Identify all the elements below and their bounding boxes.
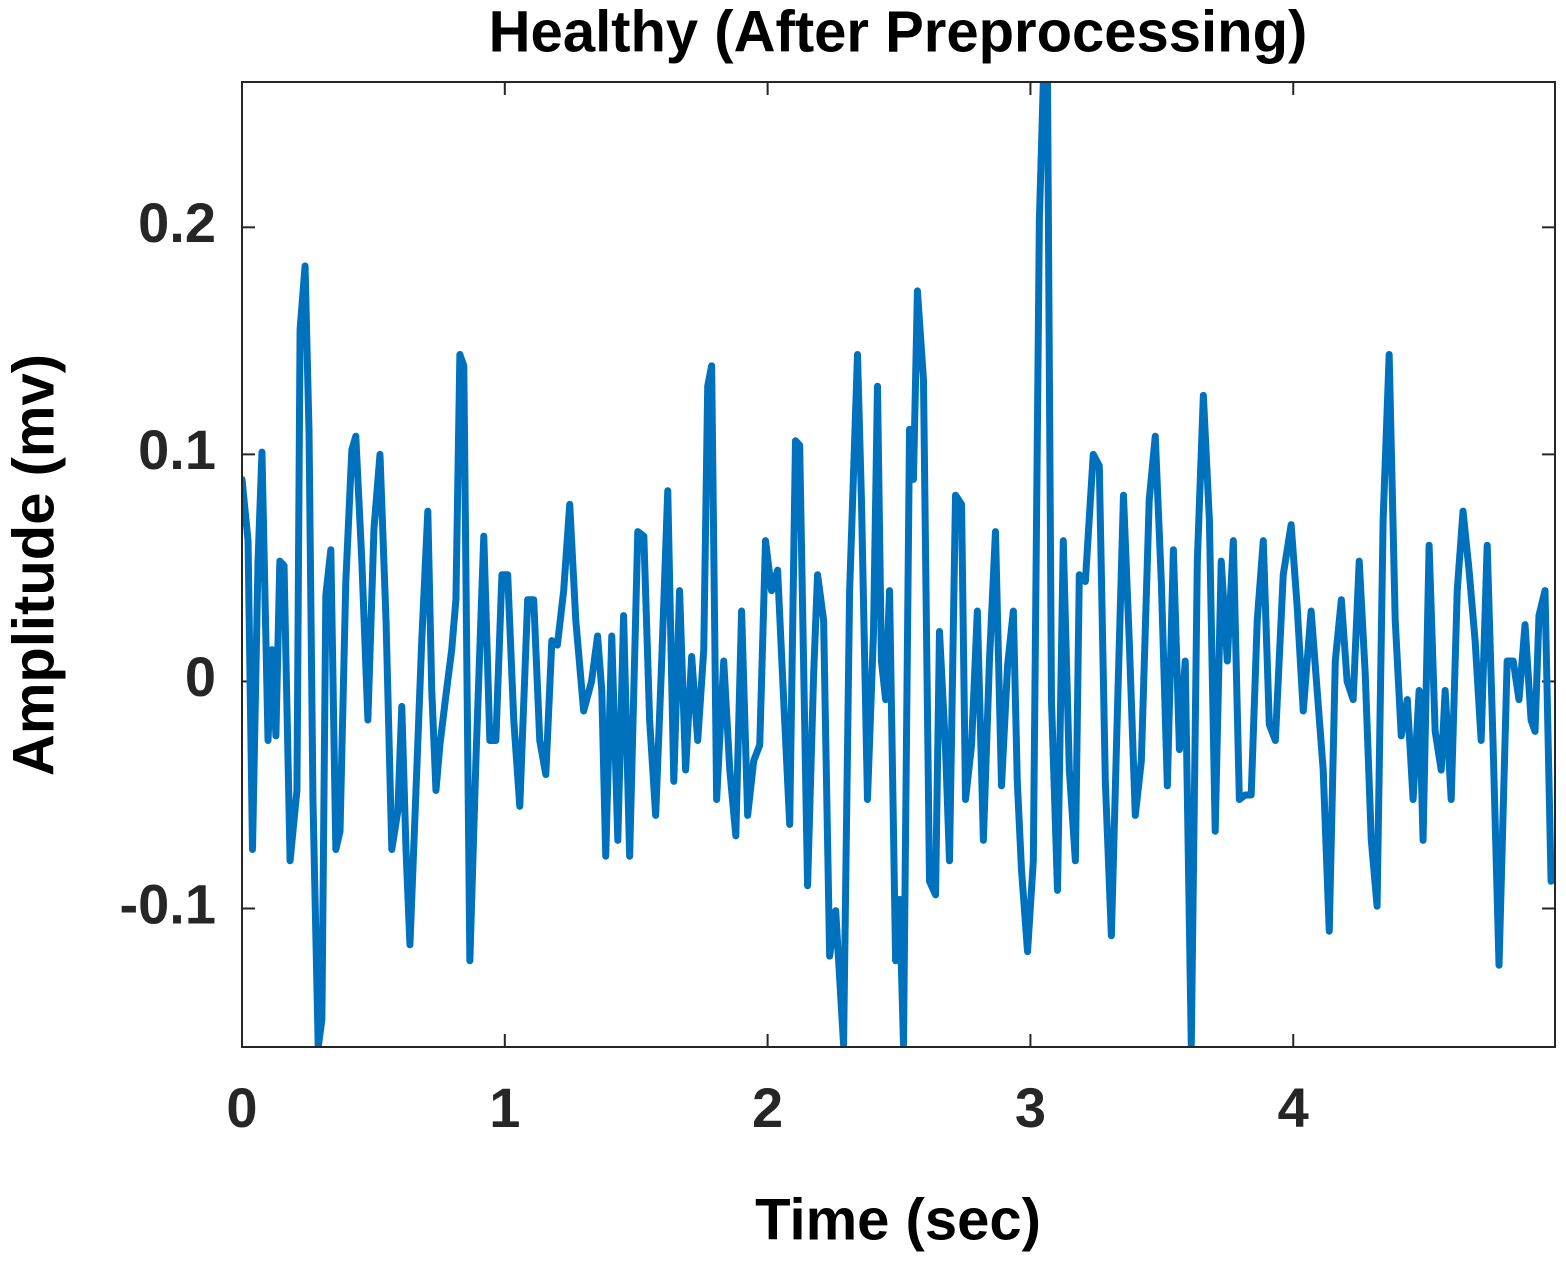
x-tick-label: 2: [752, 1076, 783, 1139]
plot-area: [242, 82, 1555, 1047]
y-tick-label: -0.1: [120, 872, 217, 935]
y-tick-label: 0.2: [138, 191, 216, 254]
chart-title: Healthy (After Preprocessing): [489, 0, 1308, 64]
y-axis-label: Amplitude (mv): [1, 354, 66, 776]
x-tick-label: 1: [489, 1076, 520, 1139]
y-tick-label: 0.1: [138, 418, 216, 481]
ticks: 0 1 2 3 4 -0.1 0 0.1 0.2: [120, 82, 1555, 1139]
x-axis-label: Time (sec): [755, 1187, 1041, 1252]
x-tick-label: 0: [226, 1076, 257, 1139]
x-tick-label: 4: [1278, 1076, 1309, 1139]
signal-line: [242, 82, 1555, 1047]
axes-box: [241, 81, 1556, 1048]
y-tick-label: 0: [185, 645, 216, 708]
x-tick-label: 3: [1015, 1076, 1046, 1139]
